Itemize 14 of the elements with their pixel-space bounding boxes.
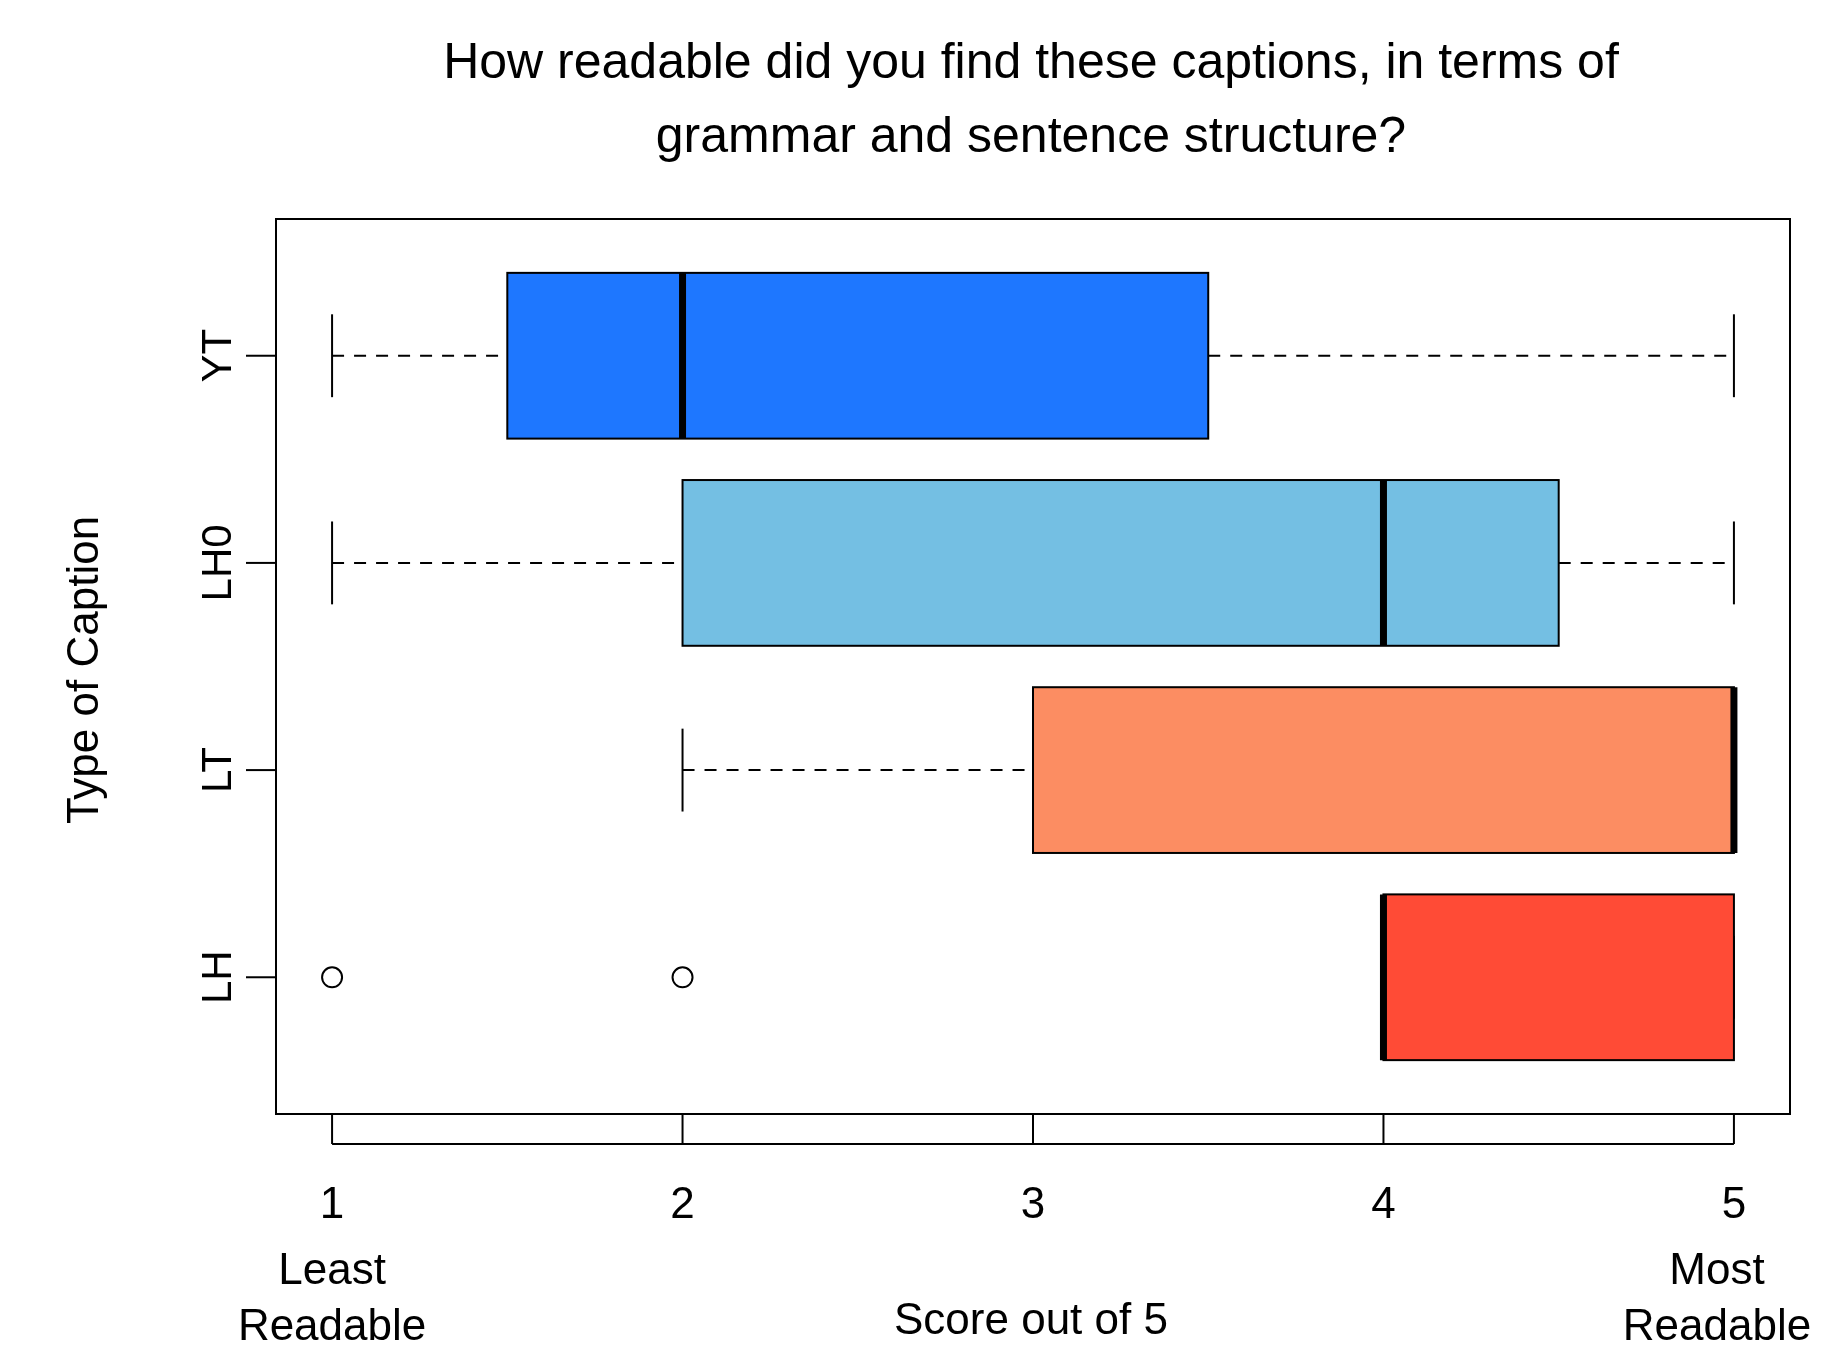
y-tick-label: LT [193, 747, 240, 794]
x-tick-label: 5 [1721, 1178, 1747, 1227]
y-tick-label: YT [193, 328, 240, 383]
x-tick-label: 4 [1371, 1178, 1396, 1227]
y-axis-title: Type of Caption [58, 515, 107, 825]
y-tick-label: LH [193, 950, 240, 1005]
x-tick-label: 3 [1020, 1178, 1046, 1227]
text: Least Readable [237, 1244, 427, 1347]
y-tick-label: LH0 [193, 524, 240, 602]
x-tick-label: 1 [319, 1178, 345, 1227]
x-tick-label: 2 [670, 1178, 695, 1227]
x-axis-title: Score out of 5 [894, 1294, 1168, 1343]
text: Most Readable [1622, 1244, 1812, 1347]
chart-title: How readable did you find these captions, in terms of grammar and sentence structure? [443, 33, 1619, 163]
